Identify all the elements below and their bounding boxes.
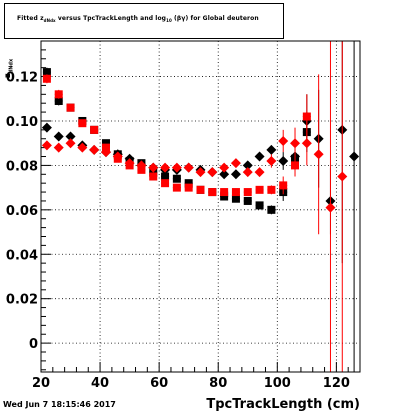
data-point-square (90, 125, 99, 134)
data-point-diamond (349, 151, 360, 162)
data-point-square (255, 201, 264, 210)
data-point-diamond (171, 162, 182, 173)
data-point-square (231, 194, 240, 203)
data-point-square (302, 112, 311, 121)
y-tick-label: 0.06 (6, 204, 38, 219)
data-point-square (161, 179, 170, 188)
data-point-diamond (65, 138, 76, 149)
y-tick-label: 0.10 (6, 115, 38, 130)
plot-frame (40, 40, 361, 373)
data-point-square (243, 196, 252, 205)
data-point-diamond (313, 149, 324, 160)
data-point-diamond (124, 158, 135, 169)
data-point-square (184, 179, 193, 188)
data-point-diamond (136, 160, 147, 171)
data-point-square (66, 103, 75, 112)
data-point-square (208, 188, 217, 197)
data-point-diamond (278, 155, 289, 166)
data-point-diamond (195, 167, 206, 178)
data-point-diamond (183, 162, 194, 173)
data-point-diamond (160, 162, 171, 173)
y-tick-label: 0.08 (6, 159, 38, 174)
data-point-square (267, 185, 276, 194)
data-point-square (279, 181, 288, 190)
y-tick-label: 0 (29, 337, 38, 352)
y-tick-label: 0.04 (6, 248, 38, 263)
title-z-symbol: z (40, 15, 44, 22)
timestamp: Wed Jun 7 18:15:46 2017 (3, 400, 116, 409)
y-axis-label: zdNdx (3, 59, 15, 78)
x-tick-label: 120 (323, 376, 350, 391)
plot-area (41, 41, 360, 372)
data-point-diamond (254, 167, 265, 178)
data-point-square (172, 174, 181, 183)
data-point-diamond (77, 142, 88, 153)
data-point-square (42, 68, 51, 77)
data-point-diamond (112, 151, 123, 162)
data-point-square (196, 185, 205, 194)
series-3 (42, 74, 311, 197)
data-point-square (101, 139, 110, 148)
data-point-diamond (266, 155, 277, 166)
data-point-square (291, 161, 300, 170)
data-point-diamond (53, 142, 64, 153)
data-point-square (161, 172, 170, 181)
data-point-diamond (207, 167, 218, 178)
title-prefix: Fitted (17, 15, 38, 22)
data-point-diamond (266, 144, 277, 155)
data-point-diamond (301, 138, 312, 149)
y-axis-label-z: z (3, 73, 12, 78)
data-point-diamond (41, 122, 52, 133)
data-point-diamond (242, 167, 253, 178)
data-point-square (220, 188, 229, 197)
title-middle: versus TpcTrackLength and log (57, 15, 167, 22)
title-log-sub: 10 (166, 18, 172, 23)
data-point-diamond (219, 162, 230, 173)
data-point-diamond (65, 131, 76, 142)
y-tick-label: 0.02 (6, 293, 38, 308)
data-point-square (243, 188, 252, 197)
x-axis-label: TpcTrackLength (cm) (206, 397, 360, 412)
data-point-diamond (148, 162, 159, 173)
data-point-square (255, 185, 264, 194)
data-point-diamond (53, 131, 64, 142)
data-point-square (231, 188, 240, 197)
data-point-square (172, 183, 181, 192)
data-point-square (220, 192, 229, 201)
y-tick-label: 0.12 (6, 71, 38, 86)
x-tick-label: 100 (264, 376, 291, 391)
data-point-diamond (278, 135, 289, 146)
title-suffix: (βγ) for Global deuteron (174, 15, 259, 22)
data-point-diamond (337, 171, 348, 182)
data-point-square (267, 205, 276, 214)
y-axis-label-sub: dNdx (8, 58, 15, 74)
data-point-square (184, 183, 193, 192)
data-point-diamond (254, 151, 265, 162)
data-point-diamond (41, 140, 52, 151)
data-point-diamond (290, 138, 301, 149)
data-point-diamond (230, 158, 241, 169)
x-tick-label: 40 (91, 376, 109, 391)
data-point-square (78, 119, 87, 128)
data-point-diamond (325, 202, 336, 213)
x-tick-label: 20 (32, 376, 50, 391)
data-point-diamond (89, 144, 100, 155)
data-point-diamond (219, 169, 230, 180)
data-point-square (54, 90, 63, 99)
data-point-diamond (242, 160, 253, 171)
data-point-diamond (230, 169, 241, 180)
data-point-square (149, 172, 158, 181)
chart-title-box: Fitted zdNdx versus TpcTrackLength and l… (4, 3, 284, 39)
chart-title: Fitted zdNdx versus TpcTrackLength and l… (17, 15, 259, 23)
x-tick-label: 60 (150, 376, 168, 391)
data-point-square (42, 74, 51, 83)
series-4 (41, 41, 348, 372)
data-point-diamond (100, 147, 111, 158)
title-z-sub: dNdx (43, 18, 56, 23)
x-tick-label: 80 (209, 376, 227, 391)
data-point-square (54, 96, 63, 105)
